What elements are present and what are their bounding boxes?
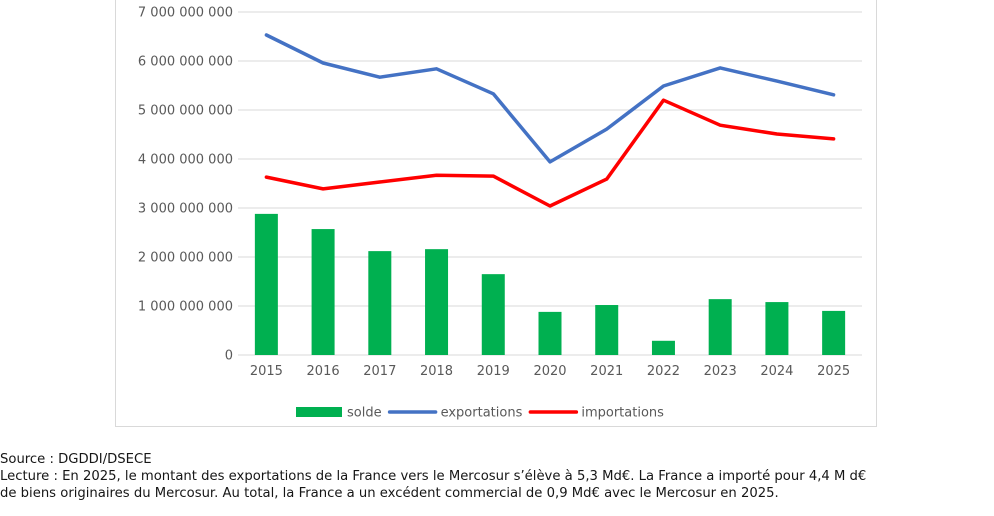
legend: solde exportations importations — [296, 406, 664, 421]
lecture-text-line1: Lecture : En 2025, le montant des export… — [0, 469, 867, 484]
bar-solde-2019 — [481, 274, 505, 355]
bar-solde-2015 — [254, 213, 278, 355]
x-tick-label: 2024 — [760, 364, 793, 379]
legend-swatch-solde — [296, 407, 342, 417]
x-tick-label: 2021 — [590, 364, 623, 379]
legend-label-solde: solde — [347, 406, 382, 421]
chart: 0 1 000 000 000 2 000 000 000 3 000 000 000… — [138, 6, 862, 421]
y-tick-label: 5 000 000 000 — [138, 104, 233, 119]
y-tick-label: 6 000 000 000 — [138, 55, 233, 70]
caption: Source : DGDDI/DSECE Lecture : En 2025, … — [0, 451, 994, 502]
chart-frame — [115, 0, 877, 427]
legend-label-importations: importations — [581, 406, 664, 421]
bar-solde-2023 — [708, 299, 732, 355]
bar-solde-2016 — [311, 229, 335, 355]
y-tick-label: 4 000 000 000 — [138, 153, 233, 168]
bar-solde-2017 — [368, 251, 392, 355]
bar-solde-2025 — [822, 310, 846, 355]
lines — [264, 33, 836, 208]
y-tick-label: 0 — [225, 349, 233, 364]
line-importations — [264, 98, 836, 208]
x-tick-label: 2020 — [533, 364, 566, 379]
x-tick-label: 2016 — [307, 364, 340, 379]
x-tick-label: 2025 — [817, 364, 850, 379]
y-tick-label: 3 000 000 000 — [138, 202, 233, 217]
y-axis-ticks: 0 1 000 000 000 2 000 000 000 3 000 000 000… — [138, 6, 233, 364]
bar-solde-2022 — [651, 340, 675, 355]
x-axis-ticks: 2015 2016 2017 2018 2019 2020 2021 2022 2023 2024… — [250, 364, 850, 379]
bar-solde-2021 — [595, 305, 619, 355]
bar-solde-2018 — [425, 249, 449, 355]
legend-label-exportations: exportations — [441, 406, 523, 421]
bar-solde-2024 — [765, 302, 789, 355]
source-text: Source : DGDDI/DSECE — [0, 452, 152, 467]
bars-solde — [254, 213, 846, 355]
x-tick-label: 2018 — [420, 364, 453, 379]
x-tick-label: 2017 — [363, 364, 396, 379]
y-tick-label: 7 000 000 000 — [138, 6, 233, 21]
x-tick-label: 2023 — [704, 364, 737, 379]
y-tick-label: 1 000 000 000 — [138, 300, 233, 315]
bar-solde-2020 — [538, 311, 562, 355]
x-tick-label: 2019 — [477, 364, 510, 379]
lecture-text-line2: de biens originaires du Mercosur. Au tot… — [0, 486, 779, 501]
y-tick-label: 2 000 000 000 — [138, 251, 233, 266]
line-exportations — [264, 33, 836, 164]
x-tick-label: 2022 — [647, 364, 680, 379]
x-tick-label: 2015 — [250, 364, 283, 379]
